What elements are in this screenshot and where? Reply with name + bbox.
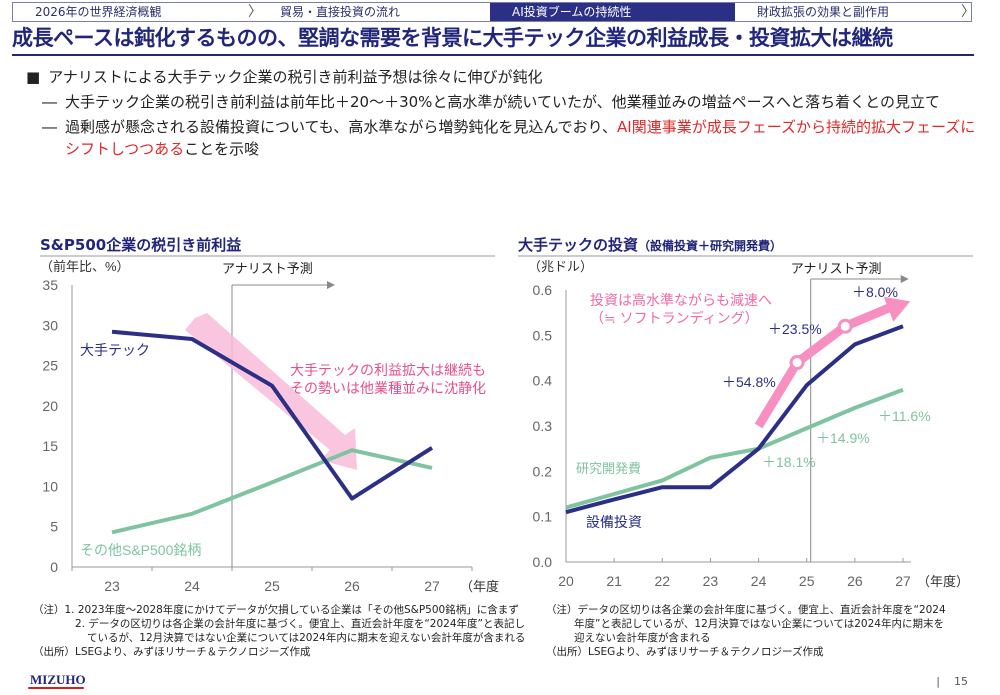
x-tick-label: 24 [184, 578, 200, 594]
y-tick-label: 0.6 [533, 282, 553, 298]
mizuho-logo: MIZUHO [30, 672, 86, 687]
capex-growth-label: ＋54.8% [722, 374, 776, 390]
x-tick-label: 23 [104, 578, 120, 594]
growth-arrow-icon [754, 303, 891, 429]
annotation-line-1: 大手テックの利益拡大は継続も [290, 362, 486, 378]
annotation-line-1: 投資は高水準ながらも減速へ [590, 292, 772, 308]
tab-world-economy[interactable]: 2026年の世界経済概観〉 [35, 4, 262, 20]
x-tick-label: 25 [264, 578, 280, 594]
y-tick-label: 0.5 [533, 327, 553, 343]
y-tick-label: 35 [42, 277, 58, 293]
series-line [111, 329, 434, 501]
y-tick-label: 5 [50, 519, 58, 535]
x-axis-label: （年度） [917, 574, 969, 589]
capex-growth-label: ＋8.0% [852, 284, 898, 300]
x-tick-label: 25 [799, 573, 815, 589]
square-bullet-icon: ■ [26, 68, 41, 86]
y-tick-label: 0.4 [533, 373, 553, 389]
y-axis-label: （前年比、%） [40, 259, 130, 274]
tab-ai-investment[interactable]: AI投資ブームの持続性 [490, 3, 735, 21]
y-axis-label: （兆ドル） [528, 259, 593, 274]
x-tick-label: 26 [344, 578, 360, 594]
rnd-growth-label: ＋18.1% [762, 454, 816, 470]
annotation-line-2: その勢いは他業種並みに沈静化 [290, 380, 486, 396]
series-label-other: その他S&P500銘柄 [80, 542, 201, 558]
y-tick-label: 0 [50, 559, 58, 575]
rnd-growth-label: ＋14.9% [816, 430, 870, 446]
x-axis-label: （年度） [460, 579, 500, 594]
x-tick-label: 20 [558, 573, 574, 589]
y-tick-label: 25 [42, 358, 58, 374]
arrow-head-icon [900, 275, 909, 283]
x-tick-label: 24 [751, 573, 767, 589]
bullet-sub-2: ― 過剰感が懸念される設備投資についても、高水準ながら増勢鈍化を見込んでおり、AI… [42, 118, 976, 158]
y-tick-label: 0.2 [533, 463, 553, 479]
capex-growth-label: ＋23.5% [768, 321, 822, 337]
page-number: | 15 [936, 675, 968, 688]
chevron-right-icon: 〉 [961, 4, 975, 20]
arrow-head-icon [327, 281, 335, 289]
x-tick-label: 22 [654, 573, 670, 589]
dash-icon: ― [42, 118, 57, 136]
chevron-right-icon: 〉 [248, 4, 262, 20]
series-line [111, 448, 433, 535]
x-tick-label: 27 [895, 573, 911, 589]
tab-trade-fdi[interactable]: 貿易・直接投資の流れ [280, 5, 401, 19]
marker-circle [837, 318, 853, 334]
tab-fiscal-expansion[interactable]: 財政拡張の効果と副作用〉 [757, 4, 975, 20]
y-tick-label: 0.3 [533, 418, 553, 434]
series-label-rnd: 研究開発費 [576, 461, 641, 476]
highlight-text: AI関連事業が成長フェーズから持続的拡大フェーズにシフトしつつある [65, 118, 976, 158]
annotation-line-2: （≒ ソフトランディング） [590, 310, 759, 326]
rnd-growth-label: ＋11.6% [878, 408, 931, 424]
forecast-label: アナリスト予測 [791, 261, 882, 276]
y-tick-label: 10 [42, 478, 58, 494]
series-line [565, 324, 904, 515]
series-line [565, 387, 904, 510]
left-chart: （前年比、%） 0 5 10 15 20 25 30 35 23 24 25 26 27 （年度） アナリスト… [40, 259, 500, 594]
bullet-list: ■ アナリストによる大手テック企業の税引き前利益予想は徐々に伸びが鈍化 ― 大手テッ… [26, 66, 986, 160]
section-tabs: 2026年の世界経済概観〉 貿易・直接投資の流れ AI投資ブームの持続性 財政拡… [12, 2, 975, 22]
left-chart-title: S&P500企業の税引き前利益 [40, 234, 495, 257]
y-tick-label: 20 [42, 398, 58, 414]
dash-icon: ― [42, 93, 57, 111]
y-tick-label: 30 [42, 317, 58, 333]
bullet-main: ■ アナリストによる大手テック企業の税引き前利益予想は徐々に伸びが鈍化 [26, 68, 543, 86]
x-tick-label: 27 [424, 578, 440, 594]
growth-arrow-head-icon [883, 296, 911, 322]
x-tick-label: 21 [606, 573, 622, 589]
series-label-big-tech: 大手テック [80, 342, 150, 358]
right-chart-title: 大手テックの投資（設備投資＋研究開発費） [518, 234, 973, 257]
right-notes: （注）データの区切りは各企業の会計年度に基づく。便宜上、直近会計年度を“2024… [546, 604, 946, 658]
x-tick-label: 26 [847, 573, 863, 589]
y-tick-label: 0.0 [533, 554, 553, 570]
logo-underline [28, 687, 84, 689]
trend-arrow-icon [185, 313, 357, 470]
left-notes: （注）1. 2023年度～2028年度にかけてデータが欠損している企業は「その他… [33, 604, 526, 658]
y-tick-label: 0.1 [533, 509, 553, 525]
page-title: 成長ペースは鈍化するものの、堅調な需要を背景に大手テック企業の利益成長・投資拡大… [12, 22, 974, 56]
bullet-sub-1: ― 大手テック企業の税引き前利益は前年比＋20～＋30%と高水準が続いていたが、他… [42, 93, 941, 111]
marker-circle [789, 355, 805, 371]
y-tick-label: 15 [42, 438, 58, 454]
series-label-capex: 設備投資 [586, 514, 642, 530]
x-tick-label: 23 [703, 573, 719, 589]
forecast-label: アナリスト予測 [222, 261, 313, 276]
right-chart: （兆ドル） 0.0 0.1 0.2 0.3 0.4 0.5 0.6 20 21 22 23 24 25 26… [528, 259, 969, 589]
